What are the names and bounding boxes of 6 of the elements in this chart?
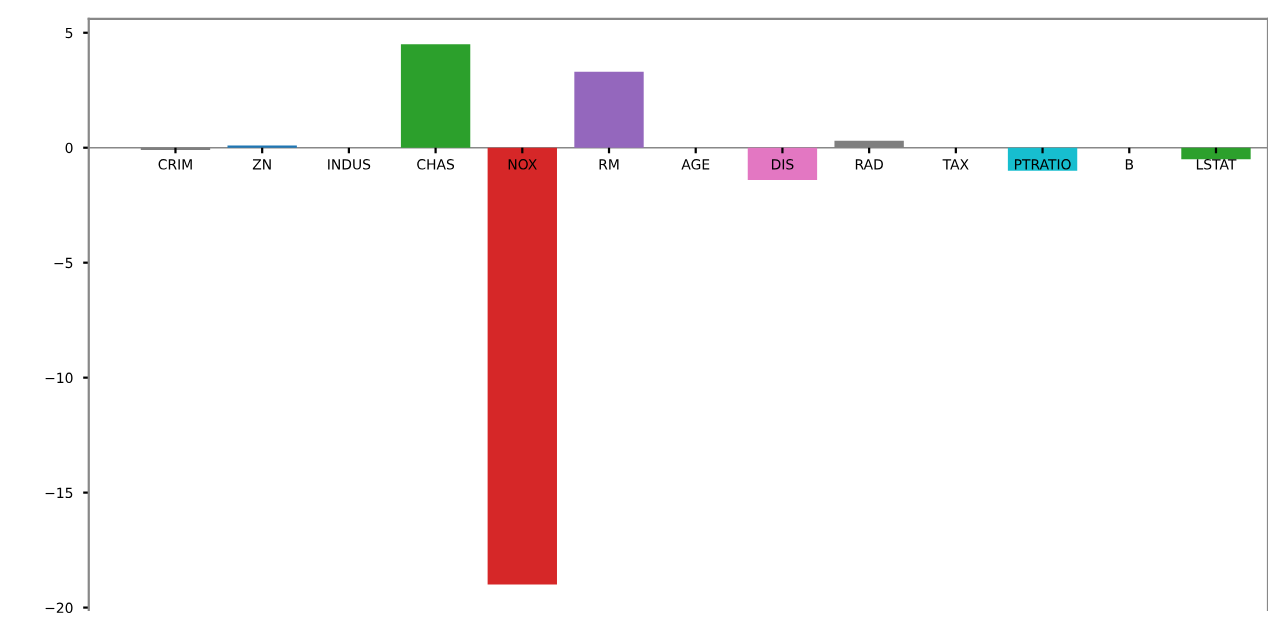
bar (574, 71, 644, 148)
bar (400, 44, 471, 148)
bar (1181, 147, 1251, 160)
bar (1007, 147, 1078, 171)
bar (487, 147, 557, 585)
bar (747, 147, 818, 180)
